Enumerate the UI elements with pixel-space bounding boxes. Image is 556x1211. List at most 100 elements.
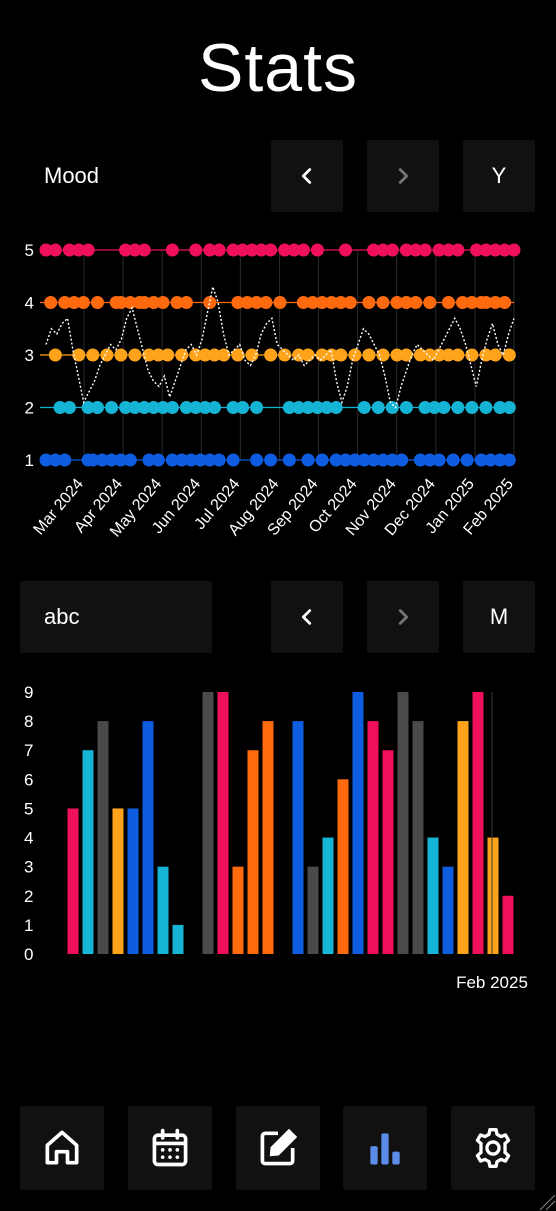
mood-point bbox=[451, 401, 465, 414]
mood-point bbox=[137, 243, 151, 257]
mood-point bbox=[179, 296, 193, 309]
nav-calendar-button[interactable] bbox=[128, 1106, 212, 1190]
mood-point bbox=[90, 401, 104, 414]
mood-point bbox=[114, 348, 128, 362]
mood-point bbox=[203, 296, 217, 309]
mood-point bbox=[203, 453, 217, 467]
mood-point bbox=[357, 401, 371, 414]
mood-point bbox=[441, 296, 455, 309]
mood-point bbox=[189, 243, 203, 257]
mood-point bbox=[198, 401, 212, 414]
mood-point bbox=[456, 296, 470, 309]
y-tick-label: 1 bbox=[25, 451, 34, 470]
mood-point bbox=[282, 453, 296, 467]
mood-point bbox=[287, 243, 301, 257]
mood-point bbox=[367, 243, 381, 257]
y-tick-label: 5 bbox=[25, 241, 34, 260]
bar bbox=[502, 895, 514, 954]
mood-point bbox=[329, 453, 343, 467]
mood-point bbox=[488, 348, 502, 362]
mood-prev-button[interactable] bbox=[271, 140, 343, 212]
mood-point bbox=[376, 453, 390, 467]
mood-point bbox=[465, 296, 479, 309]
abc-next-button[interactable] bbox=[367, 581, 439, 653]
mood-point bbox=[362, 296, 376, 309]
mood-point bbox=[465, 348, 479, 362]
mood-point bbox=[119, 243, 133, 257]
y-tick-label: 4 bbox=[24, 829, 33, 848]
mood-point bbox=[226, 243, 240, 257]
nav-stats-button[interactable] bbox=[343, 1106, 427, 1190]
mood-range-button[interactable]: Y bbox=[463, 140, 535, 212]
nav-edit-button[interactable] bbox=[236, 1106, 320, 1190]
abc-range-button[interactable]: M bbox=[463, 581, 535, 653]
mood-point bbox=[324, 296, 338, 309]
mood-point bbox=[147, 296, 161, 309]
mood-point bbox=[128, 243, 142, 257]
mood-point bbox=[367, 453, 381, 467]
y-tick-label: 3 bbox=[25, 346, 34, 365]
mood-point bbox=[67, 296, 81, 309]
mood-point bbox=[207, 348, 221, 362]
nav-settings-button[interactable] bbox=[451, 1106, 535, 1190]
bar bbox=[97, 721, 109, 954]
edit-icon bbox=[260, 1128, 298, 1166]
mood-point bbox=[479, 401, 493, 414]
bar bbox=[337, 779, 349, 954]
abc-prev-button[interactable] bbox=[271, 581, 343, 653]
mood-point bbox=[399, 243, 413, 257]
mood-point bbox=[329, 401, 343, 414]
mood-point bbox=[470, 243, 484, 257]
mood-point bbox=[114, 296, 128, 309]
gear-icon bbox=[475, 1128, 511, 1168]
calendar-icon bbox=[152, 1128, 188, 1167]
bar bbox=[292, 721, 304, 954]
mood-point bbox=[86, 453, 100, 467]
mood-point bbox=[165, 243, 179, 257]
mood-point bbox=[193, 453, 207, 467]
mood-point bbox=[474, 453, 488, 467]
abc-metric-select[interactable]: abc bbox=[20, 581, 212, 653]
mood-point bbox=[413, 453, 427, 467]
mood-point bbox=[376, 348, 390, 362]
mood-point bbox=[137, 296, 151, 309]
mood-point bbox=[231, 296, 245, 309]
bar bbox=[202, 692, 214, 954]
mood-metric-label[interactable]: Mood bbox=[20, 140, 212, 212]
mood-point bbox=[399, 348, 413, 362]
mood-point bbox=[465, 401, 479, 414]
mood-point bbox=[156, 401, 170, 414]
mood-point bbox=[385, 401, 399, 414]
mood-point bbox=[339, 453, 353, 467]
mood-point bbox=[423, 453, 437, 467]
resize-grip-icon bbox=[539, 1194, 556, 1211]
mood-point bbox=[502, 401, 516, 414]
bar bbox=[217, 692, 229, 954]
mood-point bbox=[423, 296, 437, 309]
mood-point bbox=[479, 243, 493, 257]
mood-point bbox=[245, 348, 259, 362]
mood-point bbox=[315, 296, 329, 309]
y-tick-label: 9 bbox=[24, 683, 33, 702]
mood-point bbox=[493, 453, 507, 467]
mood-point bbox=[212, 453, 226, 467]
mood-point bbox=[390, 348, 404, 362]
mood-point bbox=[62, 243, 76, 257]
mood-point bbox=[226, 453, 240, 467]
mood-point bbox=[189, 401, 203, 414]
mood-point bbox=[250, 401, 264, 414]
mood-point bbox=[259, 296, 273, 309]
mood-point bbox=[385, 243, 399, 257]
bar-chart-icon bbox=[370, 1133, 400, 1165]
chevron-left-icon bbox=[301, 609, 312, 625]
mood-point bbox=[292, 401, 306, 414]
mood-point bbox=[203, 243, 217, 257]
mood-point bbox=[207, 401, 221, 414]
mood-point bbox=[395, 453, 409, 467]
mood-point bbox=[53, 401, 67, 414]
mood-point bbox=[142, 348, 156, 362]
nav-home-button[interactable] bbox=[20, 1106, 104, 1190]
mood-point bbox=[498, 243, 512, 257]
mood-next-button[interactable] bbox=[367, 140, 439, 212]
